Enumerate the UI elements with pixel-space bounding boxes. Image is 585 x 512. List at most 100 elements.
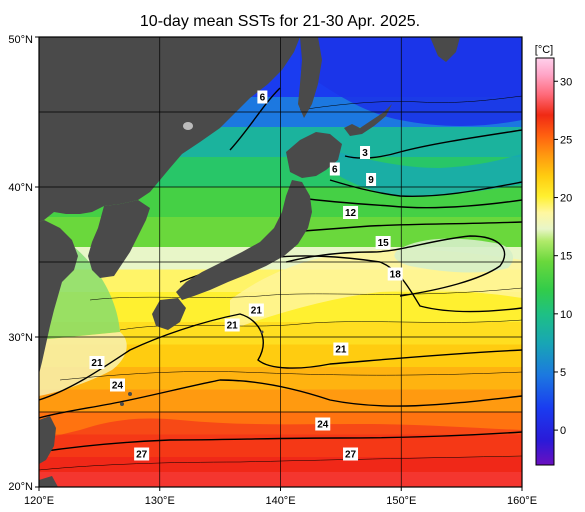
y-tick-label-50: 50°N — [8, 34, 33, 46]
korean-peninsula — [88, 200, 150, 278]
luzon-north — [39, 476, 58, 487]
colorbar: [°C] 30 25 20 15 10 5 0 — [535, 44, 572, 466]
colorbar-tick-label-20: 20 — [560, 193, 572, 205]
isotherm-12 — [289, 221, 522, 233]
isotherm-label-text: 21 — [91, 358, 103, 369]
ryukyu-island-2 — [128, 392, 132, 396]
colorbar-tick-label-0: 0 — [560, 425, 566, 437]
isotherm-label-box — [257, 90, 268, 104]
isotherm-label-6: 18 — [387, 267, 403, 281]
china-coast — [39, 220, 78, 374]
isotherm-label-box — [134, 447, 150, 461]
x-tick-label-120: 120°E — [24, 495, 54, 507]
isotherm-thin-c — [59, 371, 522, 381]
land-masses — [39, 37, 460, 487]
isotherm-label-4: 12 — [343, 206, 359, 219]
isotherm-label-10: 21 — [89, 356, 105, 369]
isotherm-label-5: 15 — [375, 236, 391, 249]
isotherm-label-text: 24 — [317, 420, 329, 431]
kamchatka-tip — [430, 37, 460, 62]
isotherm-24 — [39, 379, 522, 419]
y-tick-label-20: 20°N — [8, 481, 33, 493]
colorbar-gradient-bar — [535, 57, 555, 466]
isotherm-thin-d — [39, 455, 522, 471]
isotherm-15 — [285, 235, 506, 297]
isotherm-label-box — [329, 162, 340, 176]
isotherm-label-11: 24 — [109, 378, 125, 392]
colorbar-tick-label-30: 30 — [560, 76, 572, 88]
map-panel: 6 3 6 9 12 15 18 21 21 21 21 24 24 27 27 120°E 130°E 140… — [8, 34, 537, 507]
isotherm-21 — [39, 313, 522, 401]
isotherm-label-box — [387, 267, 403, 281]
isotherm-label-7: 21 — [248, 303, 264, 317]
isotherm-label-text: 21 — [251, 306, 263, 317]
y-tick-label-40: 40°N — [8, 182, 33, 194]
isotherm-label-box — [224, 318, 240, 332]
sado-island — [183, 122, 193, 130]
isotherm-label-12: 24 — [315, 417, 331, 431]
isotherm-label-box — [375, 236, 391, 249]
isotherm-label-box — [343, 206, 359, 219]
isotherm-label-text: 3 — [362, 148, 368, 159]
honshu-island — [176, 180, 312, 300]
isotherm-label-text: 12 — [345, 208, 357, 219]
isotherm-label-box — [315, 417, 331, 431]
isotherm-label-text: 6 — [332, 165, 338, 176]
isotherm-label-9: 21 — [333, 342, 349, 356]
asian-continent — [39, 37, 300, 222]
isotherm-label-text: 6 — [260, 93, 266, 104]
isotherm-label-text: 21 — [227, 321, 239, 332]
isotherm-label-text: 27 — [345, 450, 357, 461]
isotherm-label-3: 9 — [366, 173, 377, 186]
colorbar-ticks: 30 25 20 15 10 5 0 — [554, 76, 572, 437]
graticule — [39, 37, 522, 487]
isotherm-label-box — [366, 173, 377, 186]
colorbar-tick-label-15: 15 — [560, 251, 572, 263]
okhotsk-cold-water — [300, 37, 522, 126]
isotherm-6 — [229, 87, 522, 197]
x-tick-label-150: 150°E — [386, 495, 416, 507]
isotherm-thin-e — [299, 95, 522, 111]
colorbar-unit-label: [°C] — [535, 44, 553, 56]
isotherm-label-text: 18 — [390, 270, 402, 281]
isotherm-label-text: 24 — [112, 381, 124, 392]
izu-island-2 — [260, 330, 264, 334]
isotherm-label-box — [360, 146, 371, 159]
y-tick-label-30: 30°N — [8, 332, 33, 344]
isotherm-label-text: 9 — [368, 175, 374, 186]
colorbar-tick-label-25: 25 — [560, 134, 572, 146]
hokkaido-island — [286, 132, 342, 178]
ryukyu-island-1 — [120, 402, 124, 406]
cold-eddy-east — [394, 238, 514, 273]
x-tick-label-160: 160°E — [507, 495, 537, 507]
isotherm-label-box — [89, 356, 105, 369]
isotherm-label-text: 21 — [335, 345, 347, 356]
isotherm-label-text: 27 — [136, 450, 148, 461]
isotherm-label-0: 6 — [257, 90, 268, 104]
colorbar-tick-label-10: 10 — [560, 309, 572, 321]
x-tick-label-140: 140°E — [265, 495, 295, 507]
isotherm-label-box — [109, 378, 125, 392]
isotherm-label-2: 6 — [329, 162, 340, 176]
isotherm-labels: 6 3 6 9 12 15 18 21 21 21 21 24 24 27 27 — [89, 90, 403, 461]
isotherm-label-box — [333, 342, 349, 356]
oyashio-cold-water — [330, 150, 522, 196]
isotherm-thin-a — [89, 287, 522, 301]
isotherm-label-text: 15 — [378, 238, 390, 249]
isotherm-label-14: 27 — [343, 447, 359, 461]
sakhalin-island — [298, 37, 322, 118]
isotherm-label-13: 27 — [134, 447, 150, 461]
isotherm-label-8: 21 — [224, 318, 240, 332]
taiwan-island — [39, 416, 56, 464]
axis-tick-labels: 120°E 130°E 140°E 150°E 160°E 50°N 40°N 30°N 20°… — [8, 34, 537, 507]
colorbar-tick-label-5: 5 — [560, 367, 566, 379]
kyushu-shikoku-islands — [152, 298, 186, 330]
isotherm-label-box — [343, 447, 359, 461]
isotherm-9 — [299, 197, 522, 209]
isotherm-lines — [39, 87, 522, 471]
isotherm-label-1: 3 — [360, 146, 371, 159]
kuril-islands — [344, 104, 392, 136]
isotherm-thin-b — [119, 319, 522, 331]
isotherm-27 — [39, 431, 522, 453]
